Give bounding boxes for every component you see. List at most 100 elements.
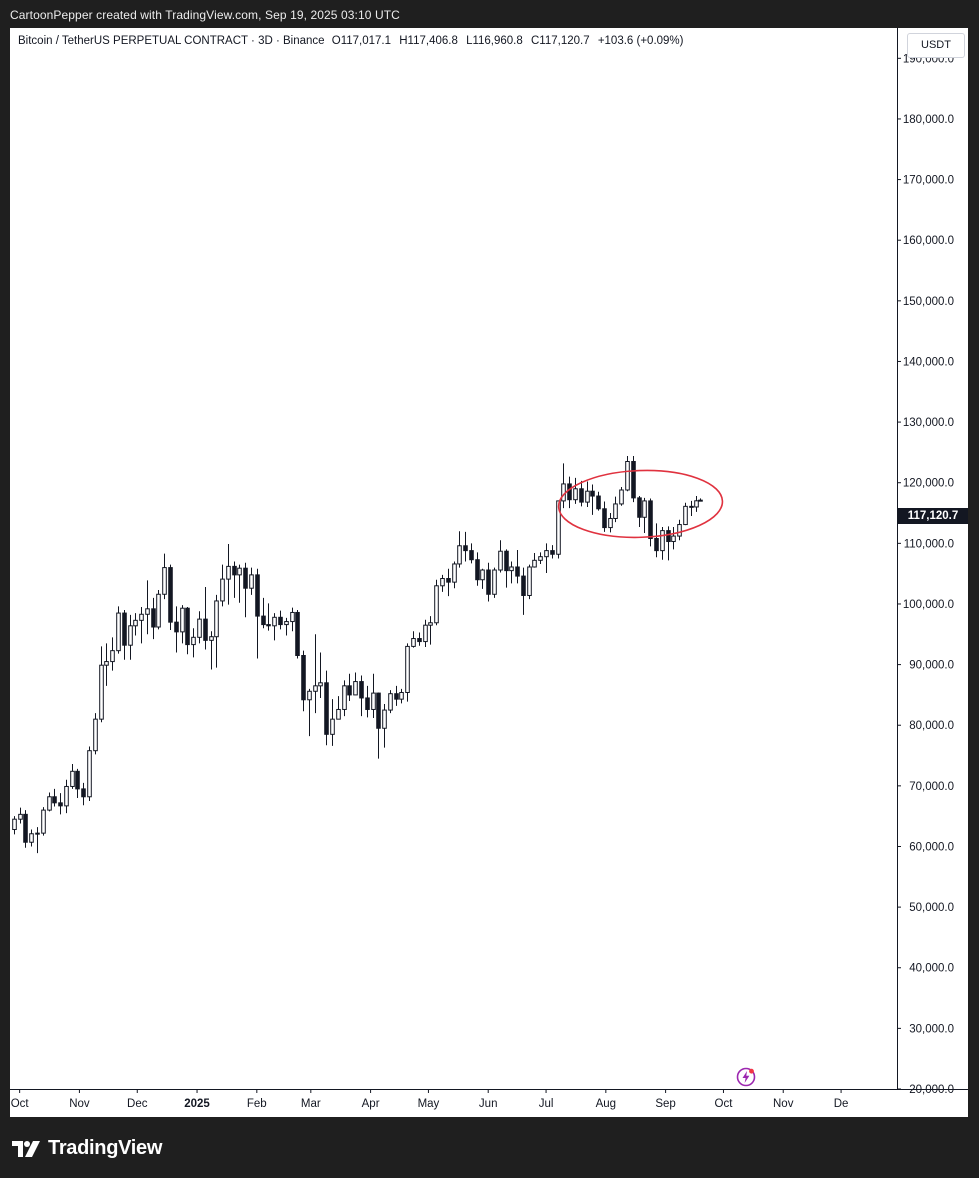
- candle-up: [619, 489, 624, 505]
- candle-up: [573, 488, 578, 501]
- price-tick-label: 70,000.0: [909, 781, 954, 793]
- candle-up: [428, 622, 433, 626]
- time-tick-label: Aug: [596, 1098, 616, 1110]
- price-tick-label: 160,000.0: [903, 235, 954, 247]
- candle-down: [590, 490, 595, 497]
- candle-down: [637, 497, 642, 518]
- candle-down: [232, 565, 237, 576]
- low-label: L: [466, 35, 473, 47]
- candle-down: [168, 567, 173, 623]
- time-tick-label: Sep: [655, 1098, 675, 1110]
- candle-down: [324, 682, 329, 735]
- candle-up: [434, 585, 439, 624]
- time-tick-label: Dec: [127, 1098, 148, 1110]
- candle-up: [12, 818, 17, 831]
- candle-down: [278, 616, 283, 626]
- time-tick-label: Nov: [773, 1098, 794, 1110]
- candle-up: [133, 619, 138, 627]
- candle-down: [58, 802, 63, 807]
- tradingview-brand: TradingView: [48, 1137, 163, 1159]
- candle-down: [359, 681, 364, 699]
- candle-down: [463, 545, 468, 552]
- symbol-title[interactable]: Bitcoin / TetherUS PERPETUAL CONTRACT · …: [18, 35, 325, 47]
- candle-down: [81, 788, 86, 798]
- candle-down: [602, 508, 607, 529]
- candle-up: [162, 567, 167, 595]
- price-tick-label: 50,000.0: [909, 902, 954, 914]
- price-tick-label: 110,000.0: [904, 538, 954, 550]
- candle-down: [255, 574, 260, 617]
- candle-up: [342, 685, 347, 710]
- candle-down: [295, 611, 300, 657]
- low-value: 116,960.8: [472, 35, 523, 47]
- candle-down: [347, 685, 352, 696]
- candle-down: [550, 550, 555, 555]
- price-tick-label: 180,000.0: [903, 114, 954, 126]
- open-value: 117,017.1: [340, 35, 392, 47]
- candle-up: [353, 681, 358, 696]
- candle-up: [237, 567, 242, 576]
- candle-up: [382, 709, 387, 729]
- candle-up: [492, 569, 497, 595]
- price-chart[interactable]: 190,000.0180,000.0170,000.0160,000.0150,…: [10, 28, 968, 1117]
- chart-frame[interactable]: 190,000.0 180,000.0 170,000.0 160,000.0 150,…: [10, 28, 968, 1117]
- time-tick-label: Jun: [479, 1098, 498, 1110]
- candle-up: [527, 566, 532, 596]
- axes: 190,000.0180,000.0170,000.0160,000.0150,…: [10, 28, 968, 1110]
- candle-up: [139, 613, 144, 621]
- candle-down: [521, 575, 526, 596]
- close-label: C: [530, 35, 540, 47]
- time-tick-label: Nov: [69, 1098, 90, 1110]
- candle-up: [93, 718, 98, 752]
- candle-up: [145, 608, 150, 615]
- candle-up: [116, 612, 121, 652]
- tradingview-footer[interactable]: TradingView: [12, 1137, 162, 1160]
- candle-up: [29, 833, 34, 843]
- candle-up: [371, 692, 376, 710]
- candle-up: [313, 685, 318, 692]
- change-value: +103.6 (+0.09%): [597, 35, 684, 47]
- candle-down: [301, 655, 306, 701]
- price-tick-label: 80,000.0: [909, 720, 954, 732]
- candle-up: [440, 578, 445, 587]
- candle-down: [504, 550, 509, 572]
- price-tick-label: 90,000.0: [909, 660, 954, 672]
- candle-up: [180, 607, 185, 633]
- candle-up: [191, 636, 196, 646]
- price-tick-label: 30,000.0: [909, 1023, 954, 1035]
- candle-down: [469, 550, 474, 561]
- candle-up: [388, 693, 393, 711]
- candle-up: [35, 832, 40, 835]
- candle-up: [698, 499, 703, 502]
- candle-up: [18, 813, 23, 820]
- candle-up: [226, 565, 231, 580]
- price-tick-label: 100,000.0: [903, 599, 954, 611]
- price-tick-label: 140,000.0: [903, 356, 954, 368]
- candle-up: [671, 535, 676, 543]
- candle-up: [47, 796, 52, 811]
- candle-down: [52, 796, 57, 804]
- time-tick-label: 2025: [184, 1098, 210, 1110]
- currency-selector[interactable]: USDT: [907, 33, 965, 58]
- candles: [12, 456, 703, 854]
- time-tick-label: Oct: [11, 1098, 30, 1110]
- candle-up: [613, 503, 618, 519]
- time-tick-label: Feb: [247, 1098, 267, 1110]
- candle-up: [197, 618, 202, 638]
- candle-up: [156, 593, 161, 628]
- candle-down: [261, 615, 266, 626]
- candle-up: [284, 621, 289, 626]
- candle-down: [394, 693, 399, 700]
- candle-up: [538, 556, 543, 561]
- candle-up: [70, 770, 75, 787]
- highlight-ellipse: [557, 469, 724, 539]
- candle-up: [498, 550, 503, 571]
- candle-up: [290, 611, 295, 623]
- candle-down: [203, 618, 208, 641]
- candle-down: [631, 460, 636, 499]
- candle-up: [585, 490, 590, 503]
- candle-up: [330, 718, 335, 735]
- lightning-bolt-icon[interactable]: [736, 1067, 756, 1087]
- time-tick-label: May: [418, 1098, 440, 1110]
- candle-up: [509, 566, 514, 572]
